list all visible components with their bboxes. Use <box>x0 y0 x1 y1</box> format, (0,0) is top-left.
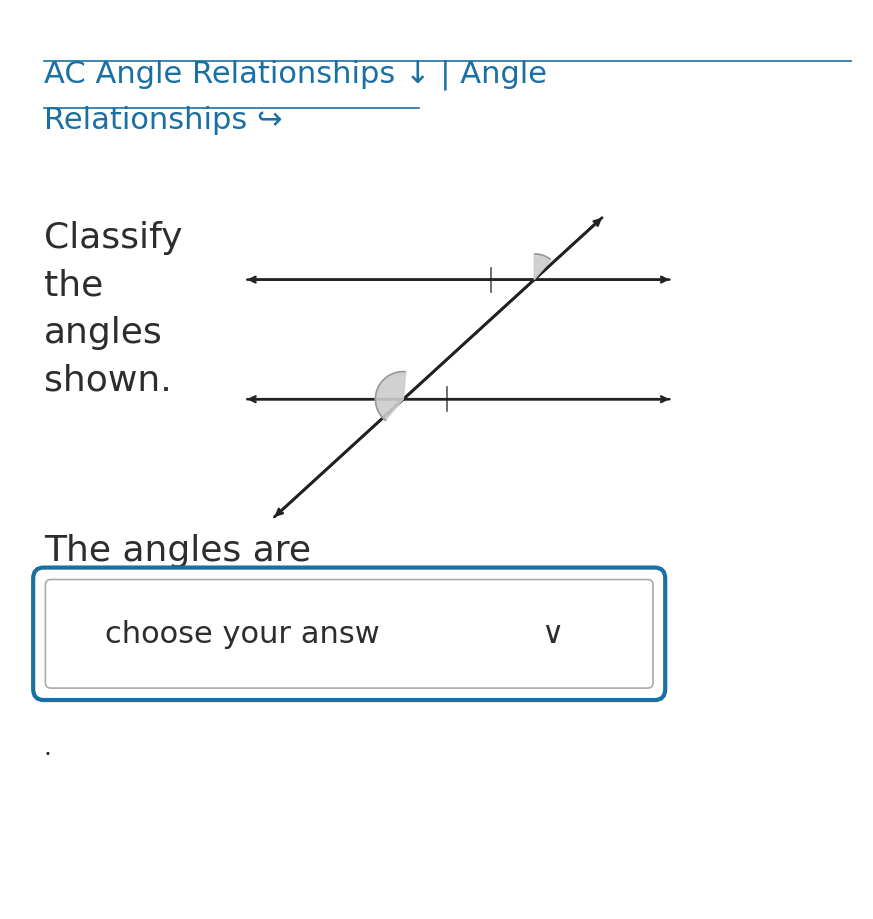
Polygon shape <box>375 372 406 421</box>
Text: ∨: ∨ <box>541 619 564 649</box>
Text: Relationships ↪: Relationships ↪ <box>44 106 282 135</box>
FancyBboxPatch shape <box>45 580 653 688</box>
Text: AC Angle Relationships ↓ | Angle: AC Angle Relationships ↓ | Angle <box>44 60 546 90</box>
Text: choose your answ: choose your answ <box>105 619 380 649</box>
Text: The angles are: The angles are <box>44 533 311 567</box>
FancyBboxPatch shape <box>33 568 665 700</box>
Text: .: . <box>44 735 52 759</box>
Text: Classify
the
angles
shown.: Classify the angles shown. <box>44 221 182 397</box>
Polygon shape <box>534 255 551 280</box>
